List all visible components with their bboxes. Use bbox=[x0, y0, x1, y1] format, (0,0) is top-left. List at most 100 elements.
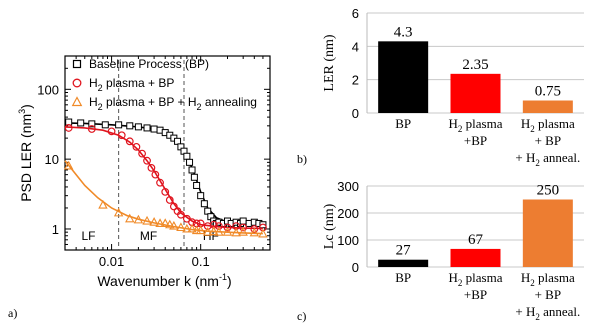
plot-frame bbox=[64, 55, 271, 251]
legend-marker-bp bbox=[72, 59, 82, 69]
y-axis-label: PSD LER (nm3) bbox=[17, 104, 34, 202]
data-point-h2-anneal bbox=[222, 227, 233, 236]
panel-label-a: a) bbox=[8, 306, 17, 320]
legend-label-series-0: Baseline Process (BP) bbox=[89, 57, 209, 71]
data-point-h2-plasma bbox=[151, 170, 160, 179]
panel-label-c: c) bbox=[297, 309, 306, 323]
data-point-h2-plasma bbox=[117, 131, 126, 140]
y-tick-label: 100 bbox=[37, 82, 59, 97]
legend-marker-h2-plasma bbox=[72, 78, 82, 88]
data-point-bp bbox=[126, 122, 134, 130]
data-point-h2-anneal bbox=[149, 217, 159, 226]
y-axis-label: Lc (nm) bbox=[322, 203, 337, 249]
data-point-h2-anneal bbox=[187, 223, 197, 233]
data-point-h2-plasma bbox=[125, 137, 134, 146]
bar-0 bbox=[378, 41, 429, 114]
y-axis-label: LER (nm) bbox=[322, 34, 337, 91]
data-point-h2-plasma bbox=[147, 163, 156, 172]
y-tick-label: 300 bbox=[337, 179, 359, 194]
data-point-h2-plasma bbox=[169, 202, 178, 211]
value-label-0: 27 bbox=[396, 243, 412, 259]
category-label-2: + BP bbox=[535, 133, 561, 148]
fit-line-series-2 bbox=[64, 160, 263, 235]
category-label-2: + H2 anneal. bbox=[515, 150, 580, 168]
data-point-h2-plasma bbox=[87, 125, 96, 133]
data-point-h2-anneal bbox=[238, 227, 248, 236]
legend-label-series-2: H2 plasma + BP + H2 annealing bbox=[89, 95, 257, 112]
bar-1 bbox=[450, 248, 501, 267]
data-point-bp bbox=[88, 120, 96, 128]
data-point-bp bbox=[134, 123, 142, 131]
category-label-0: BP bbox=[395, 116, 411, 131]
data-point-h2-plasma bbox=[182, 214, 191, 223]
data-point-h2-anneal bbox=[113, 207, 124, 217]
data-point-h2-plasma bbox=[250, 225, 259, 233]
bar-0 bbox=[378, 259, 429, 267]
data-point-h2-plasma bbox=[107, 127, 116, 136]
data-point-bp bbox=[190, 173, 198, 181]
data-point-h2-plasma bbox=[138, 149, 146, 158]
category-label-1: +BP bbox=[464, 287, 487, 302]
data-point-h2-plasma bbox=[177, 210, 185, 219]
category-label-2: H2 plasma bbox=[521, 116, 575, 134]
x-axis-label: Wavenumber k (nm-1) bbox=[97, 272, 231, 289]
data-point-bp bbox=[200, 200, 208, 208]
category-label-1: +BP bbox=[464, 133, 487, 148]
svg-text:PSD LER (nm3): PSD LER (nm3) bbox=[17, 104, 34, 202]
data-point-h2-plasma bbox=[239, 223, 248, 232]
data-point-h2-plasma bbox=[156, 178, 164, 187]
value-label-0: 4.3 bbox=[394, 24, 413, 40]
data-point-bp bbox=[197, 192, 205, 200]
data-point-h2-plasma bbox=[143, 156, 151, 165]
data-point-h2-plasma bbox=[132, 142, 141, 151]
data-point-bp bbox=[143, 124, 151, 132]
legend-label-series-1: H2 plasma + BP bbox=[89, 76, 174, 93]
value-label-1: 2.35 bbox=[462, 57, 488, 73]
region-label-lf: LF bbox=[81, 229, 95, 243]
data-point-h2-anneal bbox=[125, 213, 135, 223]
data-point-h2-plasma bbox=[165, 196, 174, 204]
legend-marker-h2-anneal bbox=[71, 96, 83, 107]
data-point-h2-plasma bbox=[161, 187, 170, 196]
region-label-hf: HF bbox=[203, 229, 219, 243]
category-label-2: + H2 anneal. bbox=[515, 304, 580, 322]
data-point-h2-anneal bbox=[155, 218, 165, 227]
fit-line-series-1 bbox=[64, 126, 263, 230]
data-point-bp bbox=[193, 181, 201, 189]
data-point-h2-anneal bbox=[142, 215, 152, 225]
data-point-bp bbox=[77, 119, 85, 127]
data-point-h2-anneal bbox=[182, 223, 192, 233]
y-tick-label: 0 bbox=[352, 260, 359, 275]
data-point-h2-plasma bbox=[223, 223, 232, 232]
data-point-h2-anneal bbox=[231, 227, 241, 237]
y-tick-label: 200 bbox=[337, 206, 359, 221]
data-point-h2-anneal bbox=[258, 228, 268, 238]
data-point-h2-anneal bbox=[63, 160, 74, 170]
value-label-2: 250 bbox=[537, 183, 560, 199]
data-point-bp bbox=[183, 152, 191, 160]
y-tick-label: 0 bbox=[352, 106, 359, 121]
y-tick-label: 4 bbox=[352, 39, 359, 54]
data-point-h2-anneal bbox=[160, 218, 170, 227]
data-point-h2-anneal bbox=[208, 226, 219, 236]
data-point-h2-anneal bbox=[169, 220, 179, 230]
x-tick-label: 0.01 bbox=[99, 254, 124, 269]
bar-2 bbox=[522, 100, 573, 113]
category-label-1: H2 plasma bbox=[449, 116, 503, 134]
data-point-bp bbox=[115, 121, 123, 129]
panel-label-b: b) bbox=[297, 152, 307, 166]
category-label-0: BP bbox=[395, 270, 411, 285]
y-tick-label: 1 bbox=[52, 222, 59, 237]
data-point-bp bbox=[101, 121, 109, 129]
fit-line-series-0 bbox=[64, 122, 263, 225]
data-point-bp bbox=[239, 217, 247, 225]
data-point-h2-anneal bbox=[133, 214, 144, 224]
data-point-h2-plasma bbox=[64, 124, 73, 132]
data-point-bp bbox=[188, 166, 196, 174]
bar-1 bbox=[450, 73, 501, 113]
data-point-h2-anneal bbox=[176, 222, 186, 232]
y-tick-label: 2 bbox=[352, 73, 359, 88]
